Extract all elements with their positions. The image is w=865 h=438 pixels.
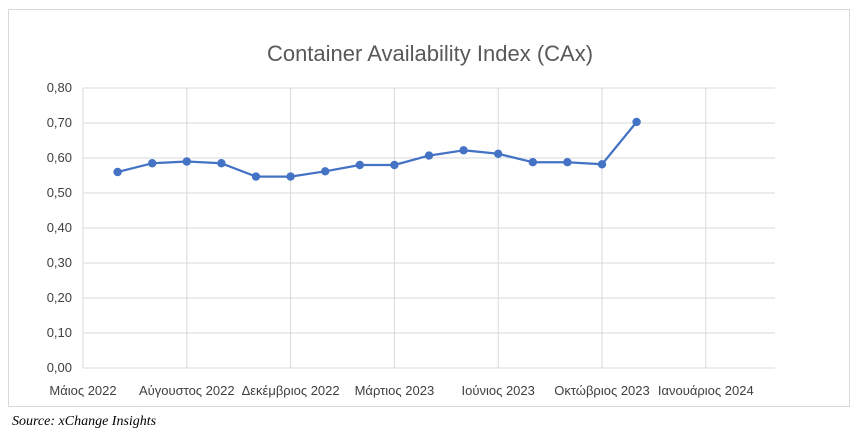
x-tick-label: Οκτώβριος 2023: [554, 383, 650, 398]
y-tick-label: 0,60: [47, 150, 72, 165]
data-point: [182, 157, 191, 166]
y-tick-label: 0,80: [47, 80, 72, 95]
series-line-cax: [117, 121, 638, 178]
data-point: [113, 167, 122, 177]
data-point: [494, 149, 503, 158]
chart-frame: 0,00 0,10 0,20 0,30 0,40 0,50 0,60 0,70 0,80 Μάι…: [8, 9, 850, 407]
y-tick-label: 0,30: [47, 255, 72, 270]
y-tick-label: 0,70: [47, 115, 72, 130]
data-point: [424, 151, 434, 160]
data-point: [632, 117, 641, 127]
x-tick-label: Μάρτιος 2023: [355, 383, 435, 398]
x-tick-label: Μάιος 2022: [49, 383, 116, 398]
data-point: [251, 172, 261, 181]
data-point: [286, 172, 295, 181]
data-point: [390, 160, 399, 170]
data-point: [563, 158, 572, 167]
y-tick-label: 0,00: [47, 360, 72, 375]
x-tick-label: Δεκέμβριος 2022: [242, 383, 340, 398]
data-point: [459, 146, 468, 155]
data-point: [148, 159, 157, 168]
x-tick-label: Ιούνιος 2023: [462, 383, 535, 398]
x-tick-label: Ιανουάριος 2024: [658, 383, 754, 398]
data-point: [217, 159, 226, 168]
source-note: Source: xChange Insights: [12, 414, 157, 429]
data-point: [355, 160, 364, 170]
y-tick-label: 0,50: [47, 185, 72, 200]
data-point: [321, 167, 330, 176]
line-chart: 0,00 0,10 0,20 0,30 0,40 0,50 0,60 0,70 0,80 Μάι…: [47, 80, 775, 398]
x-tick-label: Αύγουστος 2022: [139, 383, 235, 398]
y-tick-label: 0,10: [47, 325, 72, 340]
data-point: [528, 158, 537, 167]
data-point: [597, 160, 607, 169]
chart-title: Container Availability Index (CAx): [266, 41, 594, 66]
y-tick-label: 0,20: [47, 290, 72, 305]
y-tick-label: 0,40: [47, 220, 72, 235]
